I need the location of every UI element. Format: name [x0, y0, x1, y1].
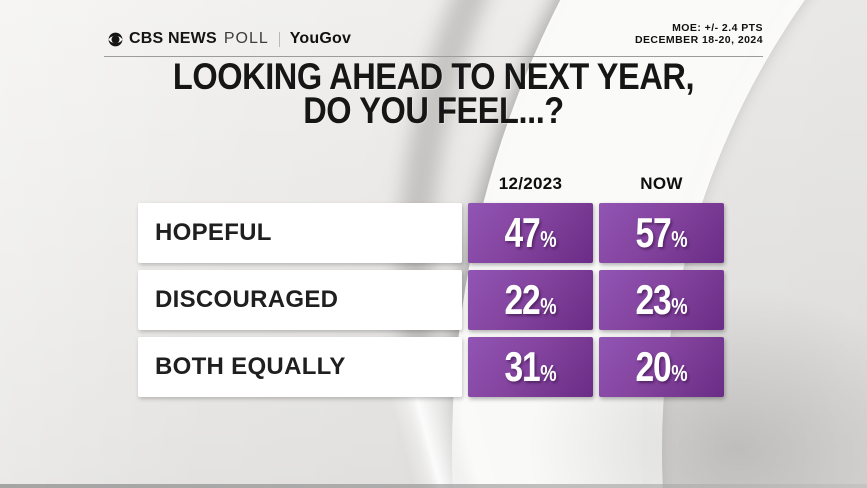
brand-yougov-label: YouGov [289, 30, 352, 47]
brand-divider [278, 31, 280, 47]
percent-sign: % [540, 360, 557, 386]
brand-poll-label: POLL [223, 30, 269, 47]
row-label-text: HOPEFUL [155, 219, 272, 246]
value-number: 20 [635, 343, 671, 390]
column-header-spacer [138, 172, 462, 196]
percent-sign: % [671, 293, 688, 319]
poll-meta: MOE: +/- 2.4 PTS DECEMBER 18-20, 2024 [635, 22, 763, 46]
value-both-equally-12-2023: 31% [468, 337, 593, 397]
percent-sign: % [671, 360, 688, 386]
value-number: 23 [635, 276, 671, 323]
poll-question-title: LOOKING AHEAD TO NEXT YEAR, DO YOU FEEL.… [0, 56, 867, 131]
column-header-now: NOW [640, 174, 683, 193]
value-discouraged-now: 23% [599, 270, 724, 330]
percent-sign: % [540, 293, 557, 319]
row-label-text: DISCOURAGED [155, 286, 339, 313]
value-number: 47 [504, 209, 540, 256]
value-both-equally-now: 20% [599, 337, 724, 397]
column-header-12-2023: 12/2023 [498, 174, 563, 193]
row-label-text: BOTH EQUALLY [155, 353, 346, 380]
value-hopeful-now: 57% [599, 203, 724, 263]
title-line-2: DO YOU FEEL...? [303, 90, 564, 131]
value-discouraged-12-2023: 22% [468, 270, 593, 330]
brand-cbs-news-label: CBS NEWS [129, 30, 217, 47]
row-label-discouraged: DISCOURAGED [138, 270, 462, 330]
percent-sign: % [671, 226, 688, 252]
poll-results-table: 12/2023 NOW HOPEFUL 47% 57% DISCOURAGED … [138, 172, 724, 397]
value-number: 31 [504, 343, 540, 390]
row-label-both-equally: BOTH EQUALLY [138, 337, 462, 397]
moe-text: MOE: +/- 2.4 PTS [672, 22, 763, 34]
value-hopeful-12-2023: 47% [468, 203, 593, 263]
title-line-1: LOOKING AHEAD TO NEXT YEAR, [172, 56, 695, 97]
poll-dates: DECEMBER 18-20, 2024 [634, 34, 763, 46]
percent-sign: % [540, 226, 557, 252]
value-number: 22 [504, 276, 540, 323]
header-rule [104, 56, 763, 57]
value-number: 57 [635, 209, 671, 256]
cbs-eye-icon [108, 32, 123, 47]
background-bottom-edge [0, 484, 867, 488]
row-label-hopeful: HOPEFUL [138, 203, 462, 263]
top-bar: CBS NEWS POLL YouGov MOE: +/- 2.4 PTS DE… [104, 0, 763, 56]
brand-lockup: CBS NEWS POLL YouGov [108, 30, 351, 48]
